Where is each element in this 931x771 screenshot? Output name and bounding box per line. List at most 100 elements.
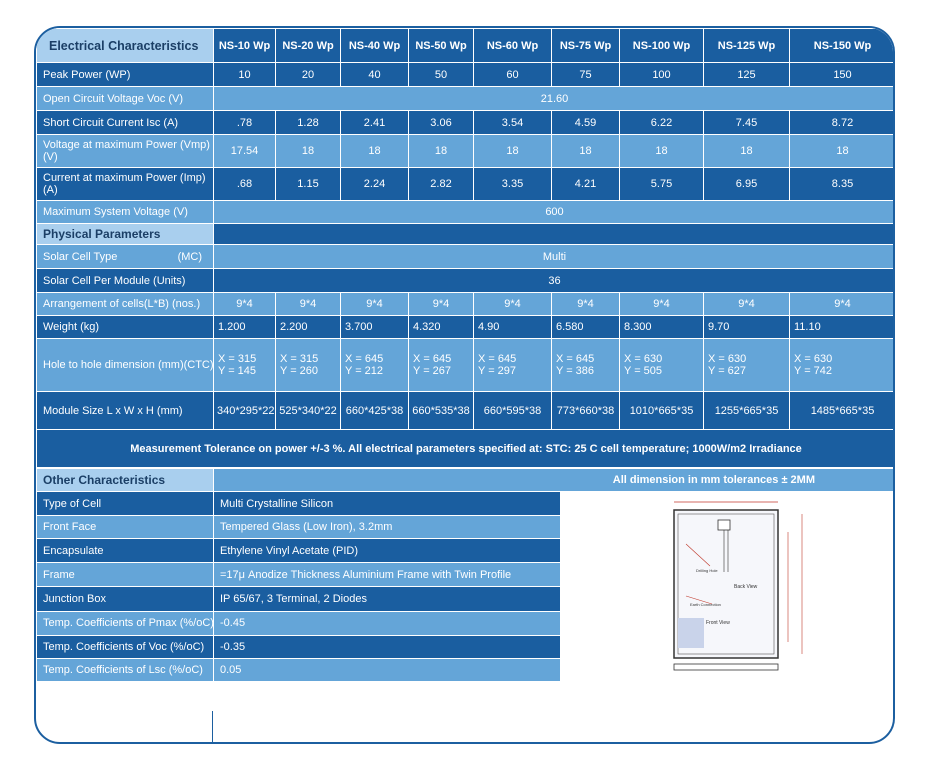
hole-y: Y = 386 — [556, 365, 595, 377]
row-label: Arrangement of cells(L*B) (nos.) — [36, 292, 214, 316]
cell-value: 150 — [789, 62, 893, 87]
cell-value: 0.05 — [213, 657, 561, 683]
cell-value: 6.22 — [619, 110, 704, 135]
row-label: Peak Power (WP) — [36, 62, 214, 87]
cell-value: 20 — [275, 62, 341, 87]
cell-value: 2.24 — [340, 167, 409, 201]
cell-value: 4.21 — [551, 167, 620, 201]
cell-value: 3.700 — [340, 315, 409, 339]
hole-dimension-row: Hole to hole dimension (mm)(CTC) X = 315… — [36, 338, 893, 392]
drawing-connection-label: Earth Connection — [690, 602, 721, 607]
hole-y: Y = 260 — [280, 365, 319, 377]
cell-value: 5.75 — [619, 167, 704, 201]
row-label: Open Circuit Voltage Voc (V) — [36, 86, 214, 111]
cell-value: 9*4 — [789, 292, 893, 316]
physical-title: Physical Parameters — [36, 223, 214, 245]
other-row: Temp. Coefficients of Lsc (%/oC) 0.05 — [36, 657, 894, 683]
header-row: Electrical Characteristics NS-10 Wp NS-2… — [36, 28, 893, 63]
cell-value: 340*295*22 — [213, 391, 276, 430]
other-row: Type of Cell Multi Crystalline Silicon — [36, 490, 893, 682]
cell-value: 660*425*38 — [340, 391, 409, 430]
cell-value: -0.45 — [213, 610, 561, 636]
other-row: Encapsulate Ethylene Vinyl Acetate (PID) — [36, 538, 894, 564]
tolerance-note: Measurement Tolerance on power +/-3 %. A… — [36, 429, 893, 468]
cell-value: 60 — [473, 62, 552, 87]
cell-value: 18 — [551, 134, 620, 168]
max-voltage-row: Maximum System Voltage (V) 600 — [36, 200, 893, 224]
row-label: Current at maximum Power (Imp) (A) — [36, 167, 214, 201]
spec-sheet: Electrical Characteristics NS-10 Wp NS-2… — [34, 26, 895, 744]
cell-value: =17μ Anodize Thickness Aluminium Frame w… — [213, 562, 561, 588]
cell-value: .68 — [213, 167, 276, 201]
cell-value: 9*4 — [703, 292, 790, 316]
other-row: Temp. Coefficients of Voc (%/oC) -0.35 — [36, 634, 894, 659]
cell-value: 9*4 — [619, 292, 704, 316]
cell-value: 11.10 — [789, 315, 893, 339]
row-label: Solar Cell Type (MC) — [36, 244, 214, 269]
hole-x: X = 630 — [708, 353, 747, 365]
model-header: NS-50 Wp — [408, 28, 474, 63]
module-drawing: Drilling Hole Back View Earth Connection… — [560, 491, 893, 682]
row-label: Temp. Coefficients of Pmax (%/oC) — [36, 610, 214, 636]
arrangement-row: Arrangement of cells(L*B) (nos.) 9*4 9*4… — [36, 292, 893, 316]
cell-value: 125 — [703, 62, 790, 87]
cell-value: 9*4 — [213, 292, 276, 316]
physical-section-row: Physical Parameters — [36, 223, 893, 245]
isc-row: Short Circuit Current Isc (A) .78 1.28 2… — [36, 110, 893, 135]
cell-value: 1.200 — [213, 315, 276, 339]
drawing-front-view-label: Front View — [706, 620, 730, 626]
cells-per-module-row: Solar Cell Per Module (Units) 36 — [36, 268, 893, 293]
hole-x: X = 645 — [478, 353, 517, 365]
model-header: NS-60 Wp — [473, 28, 552, 63]
cell-value: 7.45 — [703, 110, 790, 135]
module-drawing-svg: Drilling Hole Back View Earth Connection… — [562, 492, 893, 678]
drawing-back-view-label: Back View — [734, 584, 758, 590]
row-label: Voltage at maximum Power (Vmp) (V) — [36, 134, 214, 168]
cell-value: 21.60 — [213, 86, 893, 111]
cell-value: 50 — [408, 62, 474, 87]
cell-value: X = 315 Y = 260 — [275, 338, 341, 392]
cell-value: X = 315 Y = 145 — [213, 338, 276, 392]
cell-value: 660*595*38 — [473, 391, 552, 430]
vmp-row: Voltage at maximum Power (Vmp) (V) 17.54… — [36, 134, 893, 168]
cell-value: 4.59 — [551, 110, 620, 135]
hole-y: Y = 145 — [218, 365, 257, 377]
model-header: NS-150 Wp — [789, 28, 893, 63]
cell-value: -0.35 — [213, 634, 561, 659]
row-label: Hole to hole dimension (mm)(CTC) — [36, 338, 214, 392]
row-label: Temp. Coefficients of Voc (%/oC) — [36, 634, 214, 659]
cell-value: 9*4 — [473, 292, 552, 316]
hole-y: Y = 267 — [413, 365, 452, 377]
peak-power-row: Peak Power (WP) 10 20 40 50 60 75 100 12… — [36, 62, 893, 87]
electrical-physical-table: Electrical Characteristics NS-10 Wp NS-2… — [36, 28, 893, 468]
cell-value: 9*4 — [408, 292, 474, 316]
hole-y: Y = 297 — [478, 365, 517, 377]
row-label: Encapsulate — [36, 538, 214, 564]
other-title: Other Characteristics — [36, 468, 214, 492]
cell-value: 6.580 — [551, 315, 620, 339]
cell-value: 1010*665*35 — [619, 391, 704, 430]
hole-y: Y = 742 — [794, 365, 833, 377]
cell-value: 40 — [340, 62, 409, 87]
cell-value: X = 645 Y = 386 — [551, 338, 620, 392]
model-header: NS-75 Wp — [551, 28, 620, 63]
hole-x: X = 315 — [280, 353, 319, 365]
cell-value: 9.70 — [703, 315, 790, 339]
cell-value: 8.300 — [619, 315, 704, 339]
tolerance-note-row: Measurement Tolerance on power +/-3 %. A… — [36, 429, 893, 468]
row-label: Temp. Coefficients of Lsc (%/oC) — [36, 657, 214, 683]
row-label: Solar Cell Per Module (Units) — [36, 268, 214, 293]
model-header: NS-100 Wp — [619, 28, 704, 63]
drawing-hole-label: Drilling Hole — [696, 568, 718, 573]
cell-value: 4.320 — [408, 315, 474, 339]
hole-x: X = 630 — [794, 353, 833, 365]
cell-value: 2.200 — [275, 315, 341, 339]
hole-y: Y = 505 — [624, 365, 663, 377]
other-characteristics-table: Other Characteristics All dimension in m… — [36, 468, 894, 683]
cell-value: 8.35 — [789, 167, 893, 201]
cell-value: X = 630 Y = 742 — [789, 338, 893, 392]
hole-x: X = 630 — [624, 353, 663, 365]
module-size-row: Module Size L x W x H (mm) 340*295*22 52… — [36, 391, 893, 430]
row-label: Short Circuit Current Isc (A) — [36, 110, 214, 135]
other-row: Frame =17μ Anodize Thickness Aluminium F… — [36, 562, 894, 588]
